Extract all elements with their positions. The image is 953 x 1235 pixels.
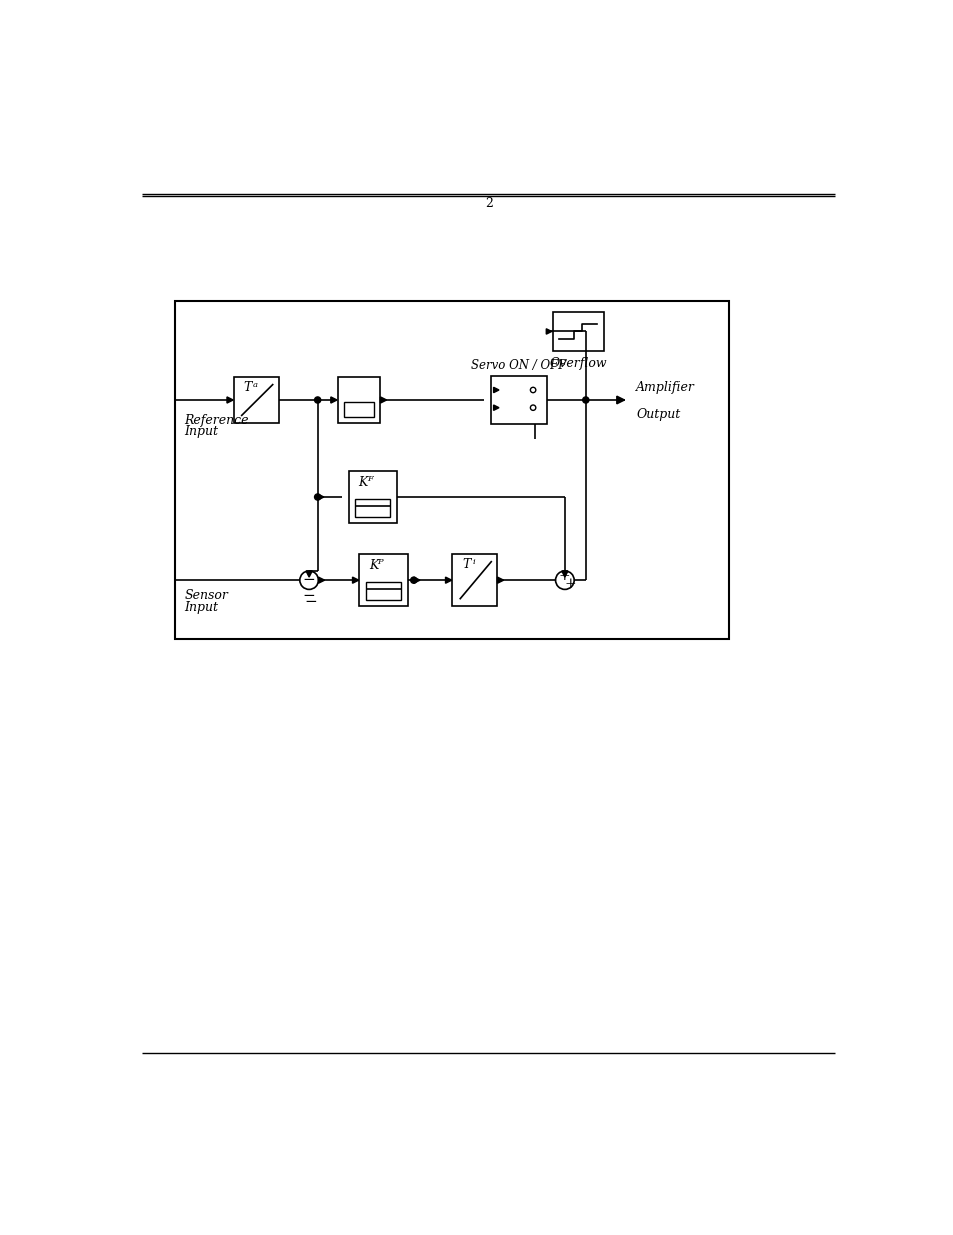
Polygon shape bbox=[445, 577, 452, 583]
Text: F: F bbox=[366, 474, 372, 483]
Bar bbox=[344, 401, 374, 417]
Circle shape bbox=[530, 405, 536, 410]
Text: a: a bbox=[253, 380, 257, 389]
Polygon shape bbox=[617, 396, 624, 404]
Polygon shape bbox=[317, 494, 323, 500]
Circle shape bbox=[314, 396, 320, 403]
Text: K: K bbox=[369, 559, 377, 572]
Text: Input: Input bbox=[184, 601, 218, 614]
Text: Input: Input bbox=[184, 425, 218, 438]
Polygon shape bbox=[331, 396, 336, 403]
Circle shape bbox=[299, 571, 318, 589]
Circle shape bbox=[582, 396, 588, 403]
Text: +: + bbox=[564, 577, 576, 592]
Text: i: i bbox=[472, 558, 475, 566]
Polygon shape bbox=[493, 388, 498, 393]
Text: −: − bbox=[302, 589, 315, 603]
Text: P: P bbox=[377, 558, 383, 566]
Circle shape bbox=[530, 388, 536, 393]
Polygon shape bbox=[546, 329, 551, 335]
Bar bbox=[365, 582, 401, 600]
Text: T: T bbox=[462, 558, 470, 572]
Bar bbox=[452, 555, 497, 606]
Text: Overflow: Overflow bbox=[549, 357, 606, 369]
Polygon shape bbox=[227, 396, 233, 403]
Bar bbox=[348, 471, 396, 524]
Bar bbox=[174, 300, 728, 638]
Text: Servo ON / OFF: Servo ON / OFF bbox=[471, 359, 566, 372]
Bar bbox=[233, 377, 278, 424]
Text: −: − bbox=[304, 595, 316, 609]
Polygon shape bbox=[493, 405, 498, 410]
Text: Sensor: Sensor bbox=[184, 589, 228, 603]
Text: 2: 2 bbox=[484, 198, 493, 210]
Bar bbox=[355, 499, 390, 517]
Polygon shape bbox=[318, 577, 324, 583]
Polygon shape bbox=[306, 571, 312, 577]
Polygon shape bbox=[380, 396, 386, 403]
Bar bbox=[337, 377, 380, 424]
Text: Amplifier: Amplifier bbox=[636, 380, 695, 394]
Text: Reference: Reference bbox=[184, 414, 249, 427]
Text: +: + bbox=[558, 569, 569, 583]
Polygon shape bbox=[561, 571, 567, 577]
Text: K: K bbox=[357, 475, 367, 489]
Text: T: T bbox=[243, 382, 252, 394]
Text: −: − bbox=[302, 573, 314, 587]
Circle shape bbox=[555, 571, 574, 589]
Bar bbox=[553, 312, 603, 351]
Bar bbox=[359, 555, 407, 606]
Text: Output: Output bbox=[636, 408, 679, 421]
Polygon shape bbox=[497, 577, 503, 583]
Polygon shape bbox=[414, 577, 419, 583]
Polygon shape bbox=[353, 577, 358, 583]
Circle shape bbox=[410, 577, 416, 583]
Circle shape bbox=[314, 494, 320, 500]
Bar bbox=[491, 377, 546, 424]
